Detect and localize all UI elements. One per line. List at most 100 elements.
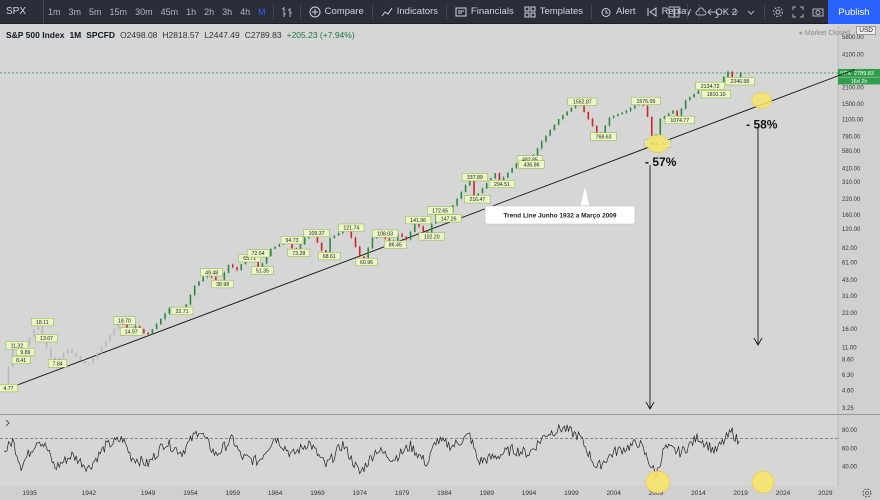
price-tick-label: 43.00: [842, 278, 858, 284]
undo-icon[interactable]: [703, 0, 723, 24]
time-tick-label: 1949: [141, 490, 156, 497]
chart-legend: S&P 500 Index 1M SPCFD O2498.08 H2818.57…: [6, 30, 355, 40]
indicators-icon: [381, 7, 393, 16]
value-label: 72.64: [252, 251, 265, 257]
candle-body: [574, 104, 577, 108]
candle-body: [646, 105, 649, 117]
value-label-box: [631, 96, 661, 105]
interval-M[interactable]: M: [258, 6, 266, 17]
last-price-value: 2789.83: [854, 71, 874, 77]
candle-body: [562, 115, 564, 120]
candle-body: [456, 198, 458, 206]
interval-30m[interactable]: 30m: [135, 6, 153, 17]
candle-body: [540, 141, 543, 149]
interval-3m[interactable]: 3m: [68, 6, 82, 17]
candle-body: [722, 77, 725, 83]
candle-body: [160, 318, 162, 324]
highlight-circle-2009[interactable]: [646, 134, 669, 153]
value-label-box: [113, 316, 136, 325]
candle-body: [325, 250, 327, 254]
interval-15m[interactable]: 15m: [109, 6, 128, 17]
indicators-button[interactable]: Indicators: [376, 0, 443, 24]
value-label: 1074.77: [670, 118, 689, 124]
gear-icon[interactable]: [768, 0, 788, 24]
interval-5m[interactable]: 5m: [89, 6, 102, 17]
candle-body: [92, 358, 94, 364]
interval-45m[interactable]: 45m: [160, 6, 179, 17]
rsi-pane[interactable]: [0, 416, 838, 486]
bar-style-icon[interactable]: [277, 0, 297, 24]
candle-body: [198, 281, 200, 286]
candle-body: [320, 242, 323, 251]
symbol-search[interactable]: SPX: [0, 0, 44, 24]
legend-symbol-name: S&P 500 Index: [6, 30, 65, 40]
value-label: 2134.72: [701, 84, 720, 90]
currency-badge[interactable]: USD: [856, 26, 876, 35]
value-label: 108.03: [377, 232, 393, 238]
layout-icon[interactable]: [664, 0, 684, 24]
camera-icon[interactable]: [808, 0, 828, 24]
financials-button[interactable]: Financials: [450, 0, 519, 24]
rsi-highlight-2009[interactable]: [645, 470, 670, 494]
candle-body: [617, 114, 619, 116]
candle-body: [168, 308, 171, 314]
interval-1h[interactable]: 1h: [186, 6, 197, 17]
price-tick-label: 11.00: [842, 345, 857, 351]
value-label-box: [280, 236, 304, 245]
redo-icon[interactable]: [723, 0, 743, 24]
candle-body: [667, 113, 670, 117]
trend-note-box[interactable]: [484, 205, 636, 225]
highlight-circle-projection[interactable]: [751, 92, 773, 109]
value-label-box: [435, 214, 462, 223]
price-tick-label: 780.00: [842, 135, 861, 141]
value-label-box: [405, 216, 432, 225]
price-tick-label: 1100.00: [842, 118, 864, 124]
last-price-label: SPX 2789.83: [840, 71, 874, 77]
candle-body: [278, 244, 281, 247]
time-tick-label: 1964: [268, 490, 283, 497]
price-tick-label: 1500.00: [842, 102, 864, 108]
interval-3h[interactable]: 3h: [222, 6, 233, 17]
interval-2h[interactable]: 2h: [204, 6, 215, 17]
fullscreen-icon[interactable]: [788, 0, 808, 24]
axis-settings-icon[interactable]: [862, 488, 872, 498]
candle-body: [333, 235, 336, 238]
rsi-highlight-projection[interactable]: [751, 470, 775, 494]
chevron-down-icon[interactable]: [741, 0, 761, 24]
price-axis[interactable]: [838, 26, 880, 486]
value-label: 73.28: [292, 251, 305, 257]
pane-expand-icon[interactable]: [5, 419, 10, 427]
interval-1m[interactable]: 1m: [48, 6, 61, 17]
candle-body: [485, 183, 488, 189]
price-tick-label: 8.60: [842, 358, 854, 364]
value-label-box: [372, 229, 399, 238]
alert-button[interactable]: Alert: [595, 0, 641, 24]
time-tick-label: 1954: [183, 490, 198, 497]
candle-body: [515, 163, 518, 169]
publish-button[interactable]: Publish: [828, 0, 880, 24]
toolbar-right: OK 2 Publish: [664, 0, 880, 24]
templates-button[interactable]: Templates: [519, 0, 588, 24]
value-label-box: [355, 257, 378, 266]
candle-body: [164, 313, 166, 319]
candle-body: [697, 90, 700, 94]
candle-body: [240, 264, 243, 270]
candle-body: [625, 110, 628, 113]
candle-body: [350, 227, 353, 238]
cloud-icon[interactable]: [691, 0, 711, 24]
candle-body: [105, 341, 107, 347]
replay-button[interactable]: Replay: [641, 0, 697, 24]
time-tick-label: 1959: [226, 490, 241, 497]
price-tick-label: 4100.00: [842, 52, 864, 58]
legend-low: L2447.49: [204, 30, 240, 40]
layout-name[interactable]: OK 2: [715, 6, 737, 18]
price-tick-label: 6.30: [842, 373, 854, 379]
candle-body: [155, 323, 158, 330]
candle-body: [117, 323, 120, 330]
compare-button[interactable]: Compare: [304, 0, 369, 24]
interval-4h[interactable]: 4h: [240, 6, 251, 17]
time-tick-label: 2004: [606, 490, 621, 497]
value-label-box: [200, 268, 223, 277]
value-label: 9.89: [20, 350, 30, 356]
